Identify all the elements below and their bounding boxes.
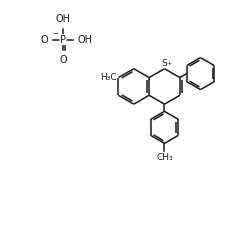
Text: P: P: [60, 35, 66, 45]
Text: H₃C: H₃C: [100, 73, 117, 82]
Text: S: S: [162, 59, 167, 68]
Text: −: −: [53, 31, 59, 37]
Text: +: +: [166, 61, 171, 66]
Text: O: O: [41, 35, 48, 45]
Text: OH: OH: [56, 14, 70, 24]
Text: OH: OH: [77, 35, 92, 45]
Text: CH₃: CH₃: [156, 153, 173, 162]
Text: O: O: [59, 55, 67, 65]
